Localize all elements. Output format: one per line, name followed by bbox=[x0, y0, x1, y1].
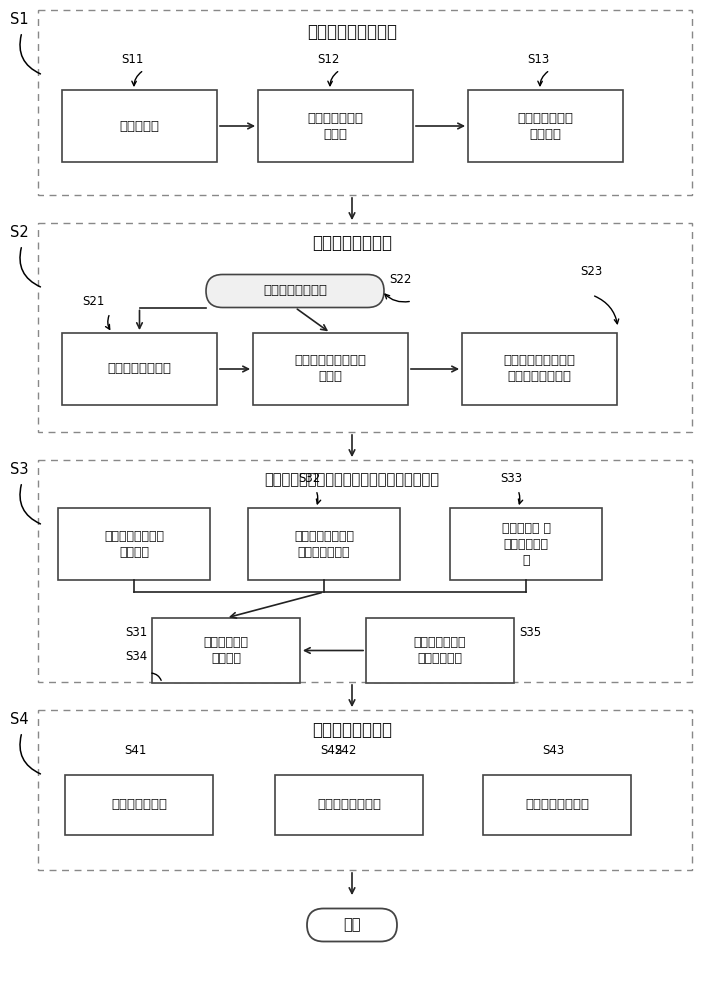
Text: S4: S4 bbox=[10, 712, 29, 727]
Text: 帧间双光学系统矩
量投影关系模型: 帧间双光学系统矩 量投影关系模型 bbox=[294, 530, 354, 558]
Text: 同名像点三维世界
转换矩阵: 同名像点三维世界 转换矩阵 bbox=[104, 530, 164, 558]
Bar bbox=[253, 333, 408, 405]
Text: S13: S13 bbox=[527, 53, 549, 66]
Text: 像移速率与俧仰
值的拟合: 像移速率与俧仰 值的拟合 bbox=[517, 111, 574, 140]
Text: 植株目标部位的三维点云世界坐标的获取算法: 植株目标部位的三维点云世界坐标的获取算法 bbox=[265, 473, 439, 488]
Text: S21: S21 bbox=[82, 295, 104, 308]
Text: 获取像方物方对
应系数: 获取像方物方对 应系数 bbox=[308, 111, 363, 140]
Bar bbox=[38, 223, 692, 432]
Bar bbox=[450, 508, 602, 580]
Bar bbox=[152, 618, 300, 683]
Text: 同名像点配准模型: 同名像点配准模型 bbox=[312, 234, 392, 252]
Text: S12: S12 bbox=[317, 53, 339, 66]
Text: S2: S2 bbox=[10, 225, 29, 240]
Text: S23: S23 bbox=[580, 265, 602, 278]
Bar bbox=[38, 10, 692, 195]
Text: S31: S31 bbox=[125, 626, 147, 640]
Text: 植株局部测量方法: 植株局部测量方法 bbox=[312, 721, 392, 739]
Text: S34: S34 bbox=[125, 650, 147, 662]
Text: 叶面积测量方法: 叶面积测量方法 bbox=[111, 798, 167, 812]
Bar bbox=[65, 775, 213, 835]
Text: S42: S42 bbox=[320, 744, 342, 757]
Text: S43: S43 bbox=[542, 744, 564, 757]
Bar bbox=[248, 508, 400, 580]
Text: 轴像距标定: 轴像距标定 bbox=[120, 119, 160, 132]
Text: S42: S42 bbox=[334, 744, 356, 757]
Bar bbox=[275, 775, 423, 835]
Text: 结束: 结束 bbox=[344, 918, 360, 932]
Text: 点云坐标的材质
灰度校正因子: 点云坐标的材质 灰度校正因子 bbox=[414, 636, 466, 665]
Text: 果实体积测量方法: 果实体积测量方法 bbox=[317, 798, 381, 812]
Bar bbox=[483, 775, 631, 835]
Text: 同名像点二维配准矩
阵和差分优化校验: 同名像点二维配准矩 阵和差分优化校验 bbox=[503, 355, 575, 383]
Bar bbox=[62, 333, 217, 405]
Text: 帧间向量转换模型: 帧间向量转换模型 bbox=[108, 362, 172, 375]
Text: S33: S33 bbox=[500, 472, 522, 485]
Text: 植株局部图像分割: 植株局部图像分割 bbox=[263, 284, 327, 298]
Text: S3: S3 bbox=[10, 462, 28, 477]
Text: 云镜摄系统参数标定: 云镜摄系统参数标定 bbox=[307, 23, 397, 41]
Text: S1: S1 bbox=[10, 12, 29, 27]
Text: S11: S11 bbox=[121, 53, 144, 66]
Text: 帧间光轴运动向量获
取方法: 帧间光轴运动向量获 取方法 bbox=[294, 355, 367, 383]
Text: 茎秆直径测量方法: 茎秆直径测量方法 bbox=[525, 798, 589, 812]
Text: S32: S32 bbox=[298, 472, 320, 485]
Bar bbox=[462, 333, 617, 405]
FancyBboxPatch shape bbox=[206, 274, 384, 308]
Text: 云镜摄系统 运
动矩量测量模
型: 云镜摄系统 运 动矩量测量模 型 bbox=[501, 522, 551, 566]
Bar bbox=[468, 90, 623, 162]
Text: S35: S35 bbox=[519, 626, 541, 640]
Bar bbox=[38, 460, 692, 682]
Bar bbox=[62, 90, 217, 162]
Bar bbox=[38, 710, 692, 870]
Text: S22: S22 bbox=[389, 273, 411, 286]
Bar bbox=[366, 618, 514, 683]
Text: S41: S41 bbox=[124, 744, 146, 757]
Text: 植株三维点云
坐标获取: 植株三维点云 坐标获取 bbox=[203, 636, 249, 665]
FancyBboxPatch shape bbox=[307, 908, 397, 942]
Bar bbox=[58, 508, 210, 580]
Bar bbox=[258, 90, 413, 162]
